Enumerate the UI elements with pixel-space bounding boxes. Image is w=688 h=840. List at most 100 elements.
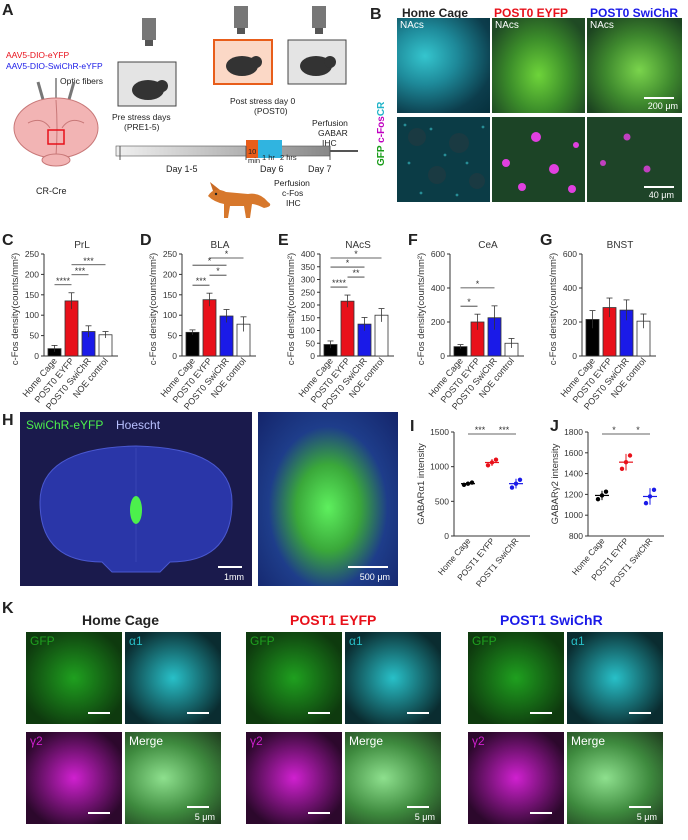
scale-bar: [407, 806, 429, 808]
panel-a-schematic: AAV5-DIO-eYFP AAV5-DIO-SwiChR-eYFP Optic…: [0, 0, 370, 230]
panel-label-i: I: [410, 418, 415, 435]
virus-swichr-label: AAV5-DIO-SwiChR-eYFP: [6, 61, 103, 71]
scale-bar: [644, 97, 674, 99]
y-tick-label: 1000: [430, 462, 449, 472]
significance-label: ***: [196, 276, 207, 286]
data-point: [599, 493, 605, 498]
min-label-2: min: [248, 156, 261, 165]
y-tick-label: 0: [172, 351, 177, 361]
y-tick-label: 150: [301, 313, 315, 323]
significance-label: ***: [475, 425, 486, 435]
b-col1-header: Home Cage: [402, 6, 469, 20]
data-point: [465, 481, 471, 486]
y-tick-label: 100: [163, 310, 177, 320]
k-channel-label: GFP: [30, 634, 55, 648]
chart-title: BNST: [607, 240, 634, 251]
y-tick-label: 100: [25, 310, 39, 320]
k-tile-gfp-1: GFP: [26, 632, 122, 724]
y-tick-label: 1000: [564, 510, 583, 520]
scale-bar: [88, 712, 110, 714]
y-tick-label: 200: [301, 300, 315, 310]
scale-bar: [88, 812, 110, 814]
micro-h-coronal: SwiChR-eYFP Hoescht 1mm: [20, 412, 252, 586]
scale-bar: [629, 806, 651, 808]
data-point: [513, 481, 519, 486]
panel-label-c: C: [2, 232, 14, 249]
panel-label-b: B: [370, 6, 382, 23]
y-tick-label: 800: [569, 531, 583, 541]
panel-label-g: G: [540, 232, 553, 249]
data-point: [485, 463, 491, 468]
panel-label-f: F: [408, 232, 418, 249]
k-channel-label: γ2: [30, 734, 43, 748]
significance-label: *: [476, 279, 480, 289]
micro-b-homecage-high: [397, 117, 490, 202]
laser-label: Laser: [262, 130, 278, 136]
significance-label: ****: [332, 278, 347, 288]
data-point: [461, 482, 467, 487]
b-col3-header: POST0 SwiChR: [590, 6, 679, 20]
chart-title: NAcS: [345, 240, 371, 251]
k-col2-header: POST1 EYFP: [290, 612, 377, 628]
y-tick-label: 1400: [564, 469, 583, 479]
pre-stress-sub: (PRE1-5): [124, 122, 160, 132]
y-axis-label: c-Fos density(counts/mm²): [416, 253, 427, 365]
panel-label-d: D: [140, 232, 152, 249]
data-point: [469, 480, 475, 485]
y-tick-label: 250: [25, 249, 39, 259]
y-tick-label: 0: [310, 351, 315, 361]
region-label: NAcs: [590, 20, 614, 31]
scale-bar: [629, 712, 651, 714]
y-tick-label: 300: [301, 275, 315, 285]
mouse-line-label: CR-Cre: [36, 186, 67, 196]
significance-label: **: [352, 268, 360, 278]
k-channel-label: α1: [129, 634, 143, 648]
scale-bar: [530, 712, 552, 714]
y-tick-label: 250: [301, 287, 315, 297]
y-tick-label: 500: [435, 496, 449, 506]
hr2-label: 2 hrs: [280, 153, 297, 162]
post-stress-label: Post stress day 0: [230, 96, 296, 106]
significance-label: *: [467, 297, 471, 307]
panel-label-j: J: [550, 418, 559, 435]
b-col2-header: POST0 EYFP: [494, 6, 569, 20]
cage-post-stress-grey: [287, 6, 347, 85]
scale-bar-label: 5 μm: [414, 812, 435, 822]
y-tick-label: 1500: [430, 427, 449, 437]
brain-schematic: [13, 78, 99, 167]
significance-label: ****: [56, 276, 71, 286]
y-tick-label: 600: [431, 249, 445, 259]
significance-label: ***: [83, 256, 94, 266]
cell-dots: [502, 132, 579, 193]
bar-charts-c-g: 0 50 100 150 200 250 PrL c-Fos density(counts/m…: [10, 240, 656, 412]
brain-section: [39, 445, 233, 573]
panel-label-k: K: [2, 600, 14, 617]
micro-b-homecage-low: NAcs: [397, 18, 490, 113]
micro-b-swichr-high: 40 μm: [587, 117, 682, 202]
y-tick-label: 1800: [564, 427, 583, 437]
cell-dots: [403, 123, 485, 197]
y-tick-label: 400: [563, 283, 577, 293]
significance-label: *: [216, 266, 220, 276]
min-label: 10: [248, 147, 257, 156]
y-tick-label: 50: [306, 338, 316, 348]
significance-label: ***: [499, 425, 510, 435]
k-tile-merge-2: Merge 5 μm: [345, 732, 441, 824]
data-point: [489, 460, 495, 465]
significance-label: *: [612, 425, 616, 435]
scale-bar: [218, 566, 242, 568]
cage-post-stress-orange: [213, 6, 273, 85]
fox-icon: [208, 182, 271, 218]
hr1-label: 1 hr: [262, 153, 275, 162]
data-point: [647, 494, 653, 499]
significance-label: ***: [75, 266, 86, 276]
scale-bar: [644, 186, 674, 188]
virus-eyfp-label: AAV5-DIO-eYFP: [6, 50, 70, 60]
significance-label: *: [354, 249, 358, 259]
scale-bar: [407, 712, 429, 714]
pre-stress-label: Pre stress days: [112, 112, 171, 122]
y-tick-label: 200: [563, 317, 577, 327]
y-tick-label: 0: [572, 351, 577, 361]
post-stress-sub: (POST0): [254, 106, 288, 116]
